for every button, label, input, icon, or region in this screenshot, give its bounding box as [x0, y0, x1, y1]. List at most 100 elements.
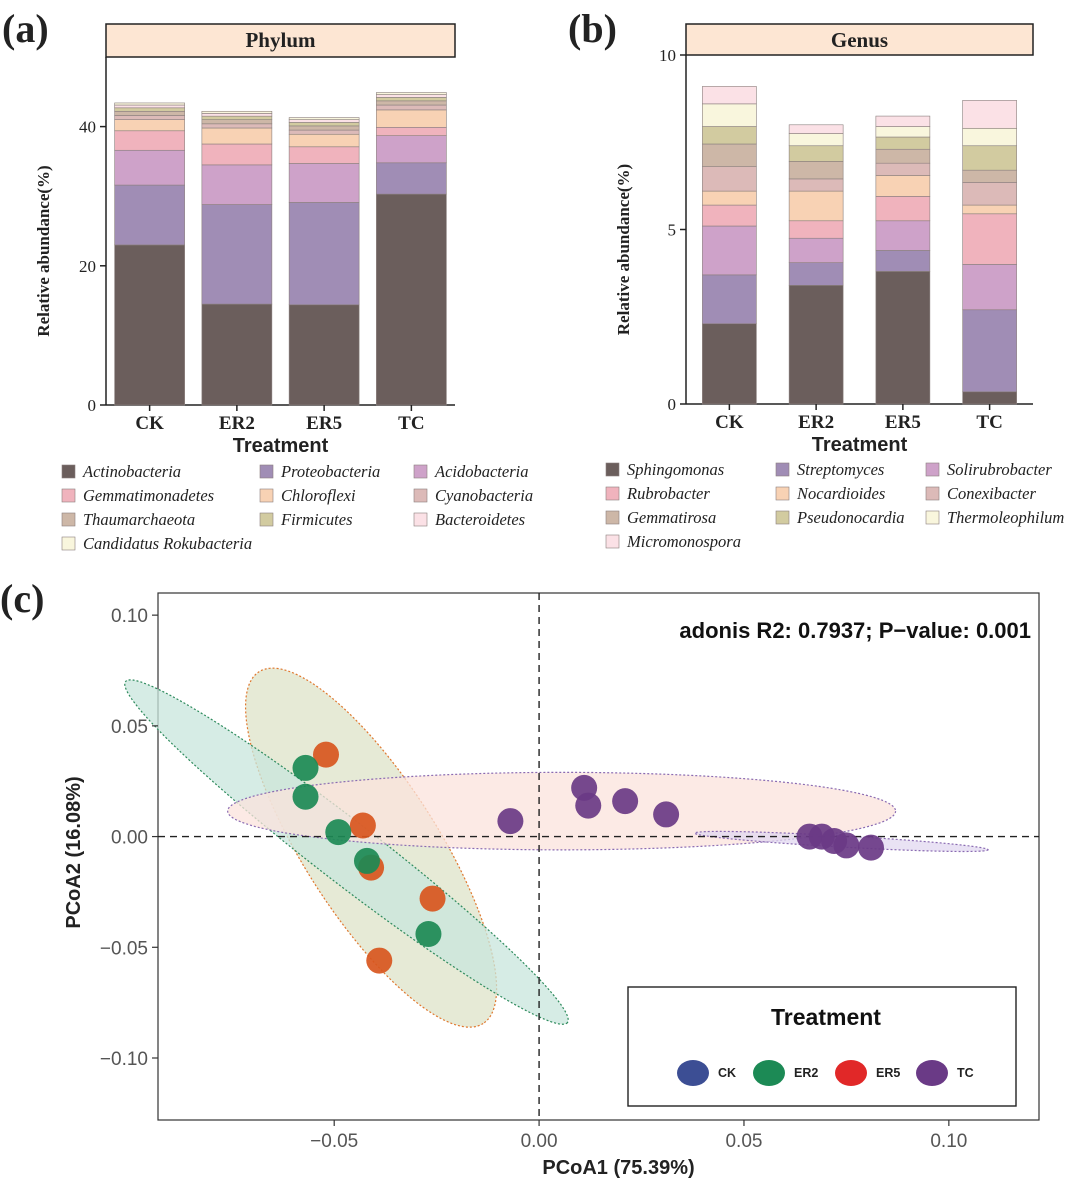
bar-segment-ck-actinobacteria: [114, 244, 185, 406]
bar-segment-er5-thaumarchaeota: [288, 125, 360, 131]
bar-segment-ck-cyanobacteria: [114, 115, 185, 120]
y-tick-label: 10: [659, 46, 676, 65]
bar-segment-tc-thermoleophilum: [962, 127, 1017, 147]
legend-label-thermoleophilum: Thermoleophilum: [947, 508, 1064, 527]
legend-label-actinobacteria: Actinobacteria: [82, 462, 181, 481]
panel-label-a: (a): [2, 6, 49, 51]
legend-label-proteobacteria: Proteobacteria: [280, 462, 380, 481]
bar-segment-tc-bacteroidetes: [376, 94, 447, 98]
point-tc-b: [833, 832, 860, 859]
legend-label-solirubrobacter: Solirubrobacter: [947, 460, 1052, 479]
bar-segment-er5-sphingomonas: [875, 271, 931, 405]
legend-swatch-candidatus-rokubacteria: [61, 536, 76, 551]
bar-segment-tc-firmicutes: [376, 97, 447, 102]
adonis-annotation: adonis R2: 0.7937; P−value: 0.001: [679, 618, 1031, 643]
point-er2: [292, 754, 319, 781]
x-tick-label: ER2: [219, 413, 255, 434]
strip-background: [685, 23, 1034, 56]
y-tick-label: 0.05: [111, 717, 148, 738]
bar-segment-er2-gemmatirosa: [788, 161, 844, 180]
point-er2: [325, 819, 352, 846]
bar-segment-tc-nocardioides: [962, 204, 1017, 215]
legend-label-tc: TC: [957, 1066, 974, 1080]
legend-swatch-thaumarchaeota: [61, 512, 76, 527]
bar-segment-tc-proteobacteria: [376, 162, 447, 195]
legend-swatch-actinobacteria: [61, 464, 76, 479]
bar-segment-ck-pseudonocardia: [702, 126, 757, 145]
bar-segment-er2-thermoleophilum: [788, 133, 844, 147]
bar-segment-tc-solirubrobacter: [962, 264, 1017, 311]
bar-segment-er5-pseudonocardia: [875, 136, 931, 150]
point-tc-b: [857, 834, 884, 861]
y-tick-label: 0.00: [111, 828, 148, 849]
legend-label-cyanobacteria: Cyanobacteria: [435, 486, 533, 505]
confidence-ellipse-tc-a: [227, 771, 897, 851]
legend-swatch-nocardioides: [775, 486, 790, 501]
bar-segment-tc-micromonospora: [962, 100, 1017, 129]
point-tc-a: [612, 788, 639, 815]
legend-swatch-bacteroidetes: [413, 512, 428, 527]
legend-label-chloroflexi: Chloroflexi: [281, 486, 356, 505]
bar-segment-er2-chloroflexi: [201, 127, 273, 145]
x-tick-label: ER5: [306, 413, 342, 434]
legend-title: Treatment: [771, 1004, 881, 1030]
bar-segment-er2-firmicutes: [201, 115, 273, 120]
bar-segment-er5-cyanobacteria: [288, 129, 360, 135]
bar-segment-er5-thermoleophilum: [875, 126, 931, 138]
y-tick-label: −0.05: [100, 938, 148, 959]
x-tick-label: TC: [976, 412, 1002, 433]
legend-marker-er2: [753, 1060, 785, 1086]
legend-label-pseudonocardia: Pseudonocardia: [796, 508, 905, 527]
x-tick-label: 0.00: [521, 1131, 558, 1152]
bar-segment-er2-bacteroidetes: [201, 113, 273, 117]
bar-segment-ck-acidobacteria: [114, 149, 185, 186]
y-tick-label: 0.10: [111, 606, 148, 627]
point-tc-a: [497, 808, 524, 835]
legend-swatch-chloroflexi: [259, 488, 274, 503]
legend-swatch-conexibacter: [925, 486, 940, 501]
strip-title: Phylum: [245, 28, 316, 52]
bar-segment-er2-sphingomonas: [788, 285, 844, 405]
legend-swatch-rubrobacter: [605, 486, 620, 501]
bar-segment-ck-proteobacteria: [114, 184, 185, 246]
y-axis-title: Relative abundance(%): [614, 164, 633, 335]
legend-swatch-gemmatimonadetes: [61, 488, 76, 503]
point-tc-a: [575, 792, 602, 819]
point-er5: [313, 741, 340, 768]
x-tick-label: CK: [715, 412, 744, 433]
bar-segment-tc-cyanobacteria: [376, 104, 447, 111]
legend-label-micromonospora: Micromonospora: [626, 532, 741, 551]
bar-segment-er5-streptomyces: [875, 250, 931, 272]
bar-segment-ck-thaumarchaeota: [114, 110, 185, 116]
y-tick-label: 5: [668, 221, 677, 240]
bar-segment-er2-solirubrobacter: [788, 237, 844, 263]
x-axis-title: Treatment: [812, 434, 908, 456]
bar-segment-er2-streptomyces: [788, 262, 844, 286]
bar-segment-er2-conexibacter: [788, 178, 844, 192]
legend-label-rubrobacter: Rubrobacter: [626, 484, 710, 503]
bar-segment-ck-conexibacter: [702, 166, 757, 192]
bar-segment-ck-rubrobacter: [702, 204, 757, 227]
legend-swatch-acidobacteria: [413, 464, 428, 479]
point-er2: [292, 783, 319, 810]
point-er5: [349, 812, 376, 839]
bar-segment-er5-firmicutes: [288, 122, 360, 127]
bar-segment-er5-acidobacteria: [288, 163, 360, 203]
legend-label-conexibacter: Conexibacter: [947, 484, 1036, 503]
legend-label-streptomyces: Streptomyces: [797, 460, 884, 479]
bar-segment-tc-chloroflexi: [376, 109, 447, 128]
legend-label-acidobacteria: Acidobacteria: [434, 462, 528, 481]
bar-segment-ck-thermoleophilum: [702, 103, 757, 127]
bar-segment-er5-gemmatirosa: [875, 148, 931, 164]
legend-label-gemmatimonadetes: Gemmatimonadetes: [83, 486, 214, 505]
bar-segment-er2-nocardioides: [788, 190, 844, 222]
bar-segment-ck-firmicutes: [114, 107, 185, 112]
x-tick-label: 0.10: [930, 1131, 967, 1152]
bar-segment-ck-gemmatirosa: [702, 143, 757, 167]
panel-label-c: (c): [0, 576, 44, 621]
x-tick-label: −0.05: [310, 1131, 358, 1152]
bar-segment-tc-sphingomonas: [962, 391, 1017, 405]
point-tc-a: [653, 801, 680, 828]
point-er5: [419, 885, 446, 912]
legend-label-firmicutes: Firmicutes: [280, 510, 353, 529]
